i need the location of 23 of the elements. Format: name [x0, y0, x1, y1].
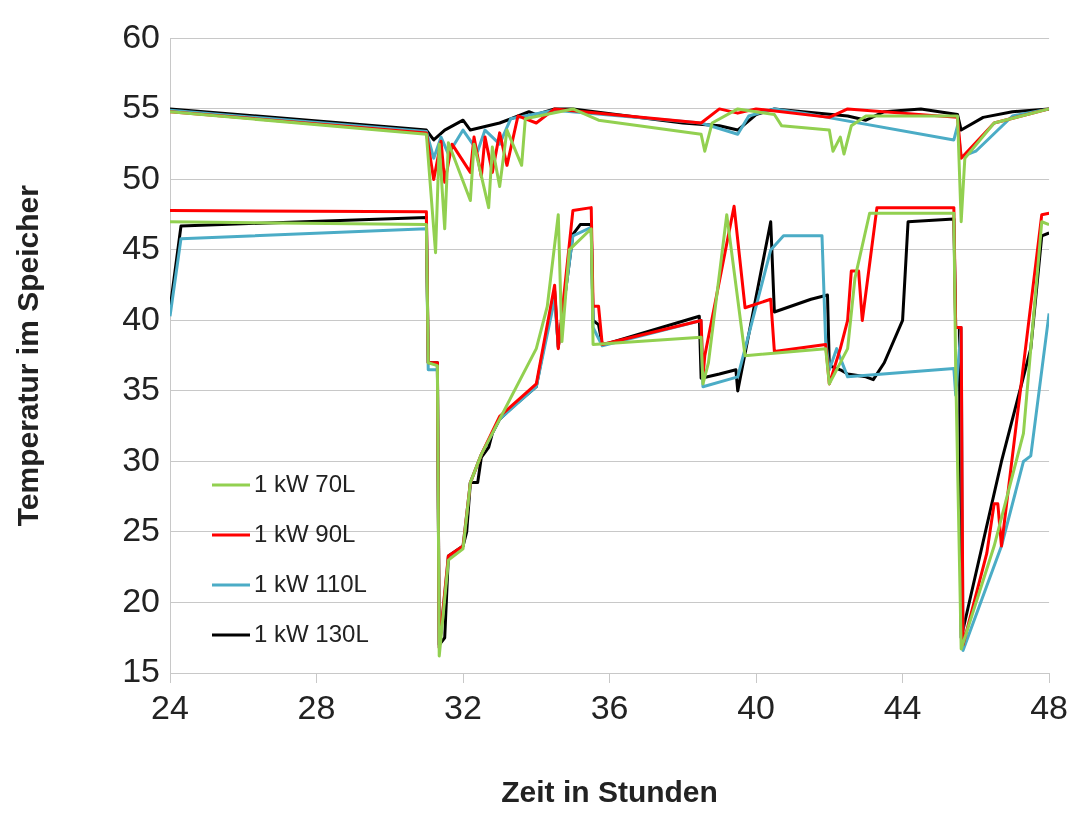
x-tick-label: 28 [297, 687, 336, 726]
x-tick-label: 24 [151, 687, 189, 726]
y-tick-label: 20 [122, 580, 160, 619]
y-tick-label: 45 [122, 228, 160, 267]
legend-label: 1 kW 130L [254, 619, 369, 647]
x-axis-title: Zeit in Stunden [501, 775, 718, 809]
legend-label: 1 kW 90L [254, 519, 356, 547]
legend-label: 1 kW 70L [254, 469, 356, 497]
y-tick-label: 50 [122, 157, 160, 196]
legend-label: 1 kW 110L [254, 569, 367, 597]
y-tick-label: 60 [122, 16, 160, 55]
y-tick-label: 55 [122, 87, 160, 126]
x-tick-label: 44 [883, 687, 922, 726]
x-tick-label: 32 [444, 687, 482, 726]
x-tick-label: 36 [590, 687, 629, 726]
y-tick-label: 25 [122, 510, 160, 549]
x-tick-label: 48 [1030, 687, 1068, 726]
x-tick-label: 40 [737, 687, 775, 726]
y-axis-title: Temperatur im Speicher [11, 184, 45, 527]
y-tick-label: 30 [122, 439, 160, 478]
y-tick-label: 35 [122, 369, 160, 408]
y-tick-label: 15 [122, 651, 160, 690]
y-tick-label: 40 [122, 298, 160, 337]
